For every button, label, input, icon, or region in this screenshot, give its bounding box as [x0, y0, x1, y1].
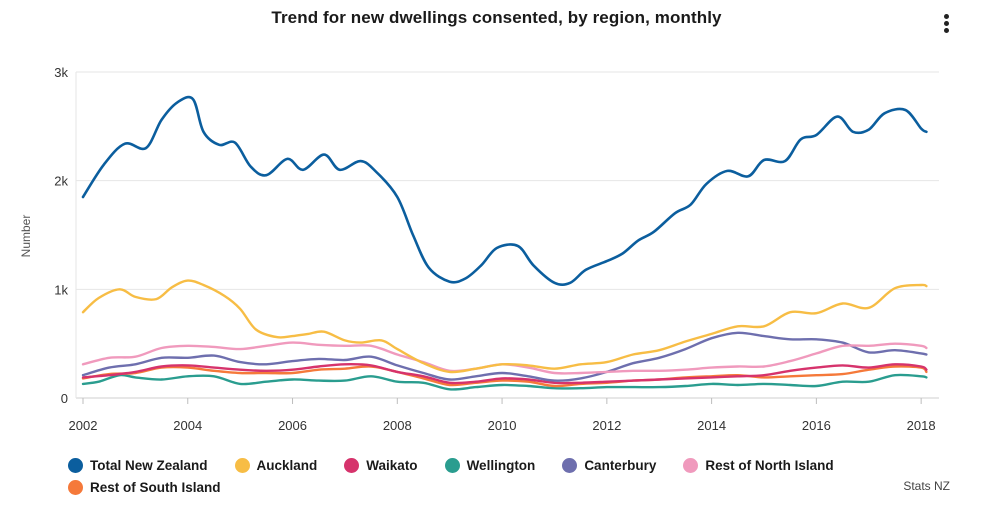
credit-text: Stats NZ	[903, 479, 950, 493]
x-tick-label: 2004	[173, 418, 202, 433]
x-tick-label: 2014	[697, 418, 726, 433]
legend-label: Wellington	[466, 458, 536, 473]
series-line-waikato[interactable]	[81, 363, 928, 385]
legend: Total New Zealand Auckland Waikato Wellingt…	[68, 456, 898, 500]
legend-label: Canterbury	[584, 458, 657, 473]
legend-label: Waikato	[366, 458, 418, 473]
chart-title: Trend for new dwellings consented, by re…	[271, 8, 722, 27]
y-axis-label: Number	[19, 215, 33, 258]
series-line-auckland[interactable]	[81, 279, 928, 374]
x-tick-label: 2012	[592, 418, 621, 433]
y-tick-label: 2k	[54, 174, 68, 189]
legend-dot-icon	[444, 458, 460, 473]
x-tick-label: 2006	[278, 418, 307, 433]
y-axis: 0 1k 2k 3k	[54, 65, 68, 406]
x-tick-label: 2018	[907, 418, 936, 433]
series-line-rest-of-south-island[interactable]	[81, 365, 928, 388]
series-line-wellington[interactable]	[81, 373, 928, 391]
legend-label: Total New Zealand	[90, 458, 208, 473]
y-tick-label: 1k	[54, 282, 68, 297]
legend-item-waikato[interactable]: Waikato	[344, 456, 418, 475]
x-tick-label: 2002	[69, 418, 98, 433]
legend-label: Auckland	[256, 458, 318, 473]
legend-item-wellington[interactable]: Wellington	[444, 456, 536, 475]
series-lines	[81, 95, 928, 391]
y-tick-label: 0	[61, 391, 68, 406]
x-tick-label: 2010	[488, 418, 517, 433]
legend-label: Rest of North Island	[705, 458, 834, 473]
x-axis: 2002 2004 2006 2008 2010 2012 2014 2016 2018	[69, 398, 936, 433]
x-tick-label: 2008	[383, 418, 412, 433]
legend-item-rest-of-north-island[interactable]: Rest of North Island	[683, 456, 834, 475]
legend-dot-icon	[68, 458, 83, 473]
legend-item-rest-of-south-island[interactable]: Rest of South Island	[68, 478, 221, 497]
legend-dot-icon	[344, 458, 360, 473]
line-chart: 0 1k 2k 3k 2002 2004 2006 2008 2010 2012 2014 2016…	[19, 65, 939, 433]
more-options-icon[interactable]	[936, 12, 956, 40]
series-line-total-new-zealand[interactable]	[81, 95, 928, 287]
legend-dot-icon	[562, 458, 578, 473]
x-tick-label: 2016	[802, 418, 831, 433]
legend-item-canterbury[interactable]: Canterbury	[562, 456, 656, 475]
legend-dot-icon	[234, 458, 250, 473]
legend-item-auckland[interactable]: Auckland	[234, 456, 318, 475]
legend-dot-icon	[683, 458, 699, 473]
grid-lines	[75, 71, 939, 399]
legend-dot-icon	[68, 480, 83, 495]
series-line-canterbury[interactable]	[81, 331, 928, 382]
y-tick-label: 3k	[54, 65, 68, 80]
legend-label: Rest of South Island	[90, 480, 221, 495]
legend-item-total-new-zealand[interactable]: Total New Zealand	[68, 456, 208, 475]
